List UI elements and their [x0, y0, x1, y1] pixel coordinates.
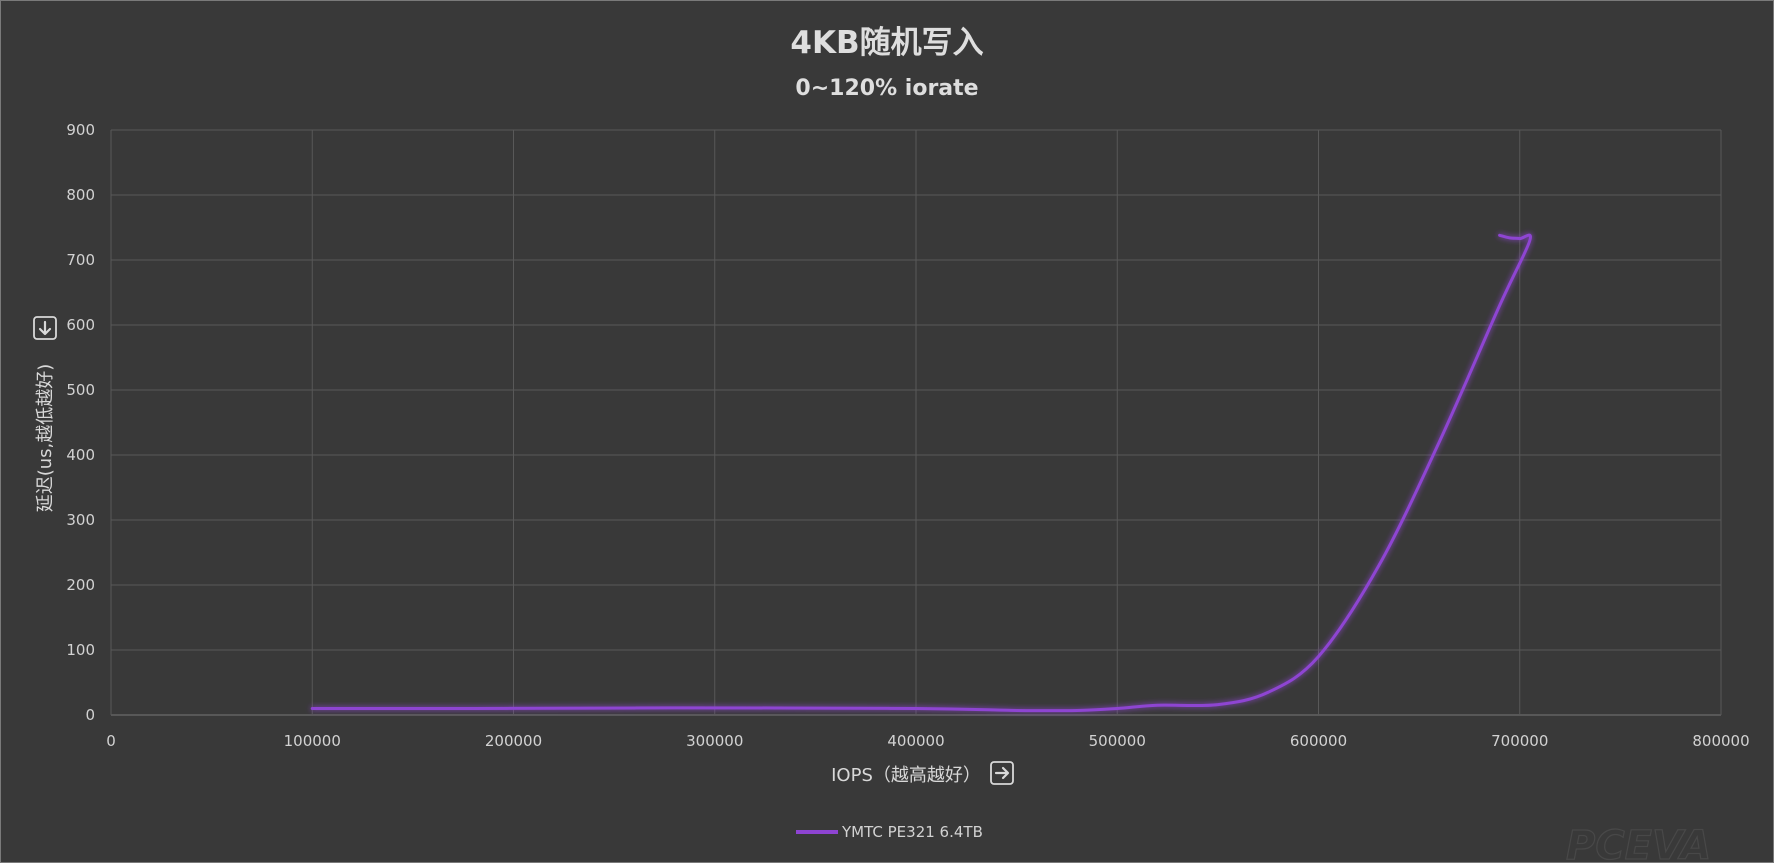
- data-point: [1116, 707, 1118, 710]
- data-point: [915, 707, 917, 710]
- y-tick-label: 100: [66, 641, 95, 659]
- y-tick-label: 800: [66, 186, 95, 204]
- y-tick-label: 0: [85, 706, 95, 724]
- data-point: [1519, 237, 1521, 240]
- x-tick-label: 200000: [485, 732, 542, 750]
- data-point: [1016, 709, 1018, 712]
- chart-title: 4KB随机写入: [790, 25, 983, 61]
- x-tick-label: 500000: [1089, 732, 1146, 750]
- x-tick-label: 700000: [1491, 732, 1548, 750]
- data-point: [472, 707, 474, 710]
- x-tick-label: 600000: [1290, 732, 1347, 750]
- data-point: [1267, 691, 1269, 693]
- y-tick-label: 900: [66, 121, 95, 139]
- data-point: [1438, 441, 1440, 443]
- y-axis-title: 延迟(us,越低越好): [35, 364, 56, 513]
- data-point: [1499, 304, 1501, 307]
- data-point: [311, 707, 313, 710]
- right-arrow-box-icon: [990, 761, 1014, 785]
- series-layer: [310, 233, 1532, 713]
- x-tick-label: 100000: [284, 732, 341, 750]
- x-tick-label: 800000: [1692, 732, 1749, 750]
- x-tick-labels: 0 100000 200000 300000 400000 500000 600000 700…: [106, 732, 1749, 750]
- data-point: [1317, 655, 1320, 658]
- y-tick-label: 600: [66, 316, 95, 334]
- y-tick-labels: 0 100 200 300 400 500 600 700 800 900: [66, 121, 95, 724]
- data-point: [673, 707, 676, 709]
- y-tick-label: 700: [66, 251, 95, 269]
- legend-label: YMTC PE321 6.4TB: [841, 823, 983, 841]
- y-tick-label: 400: [66, 446, 95, 464]
- x-tick-label: 400000: [887, 732, 944, 750]
- y-tick-label: 200: [66, 576, 95, 594]
- data-point: [1509, 237, 1511, 239]
- down-arrow-box-icon: [33, 316, 57, 340]
- x-axis-title: IOPS（越高越好）: [831, 765, 981, 786]
- y-tick-label: 500: [66, 381, 95, 399]
- data-point: [1156, 704, 1159, 706]
- y-axis-title-group: 延迟(us,越低越好): [33, 316, 57, 513]
- series-line: [310, 233, 1532, 713]
- x-axis-title-group: IOPS（越高越好）: [831, 761, 1014, 786]
- data-point: [1217, 704, 1219, 706]
- legend: YMTC PE321 6.4TB: [796, 823, 983, 841]
- data-point: [1378, 564, 1380, 567]
- chart-subtitle: 0~120% iorate: [795, 76, 978, 101]
- data-point: [1499, 234, 1501, 236]
- x-tick-label: 300000: [686, 732, 743, 750]
- data-point: [1076, 709, 1078, 712]
- data-point: [1529, 239, 1531, 242]
- y-tick-label: 300: [66, 511, 95, 529]
- watermark-logo: PCEVA: [1566, 823, 1711, 862]
- plot-grid: [110, 129, 1722, 716]
- x-tick-label: 0: [106, 732, 116, 750]
